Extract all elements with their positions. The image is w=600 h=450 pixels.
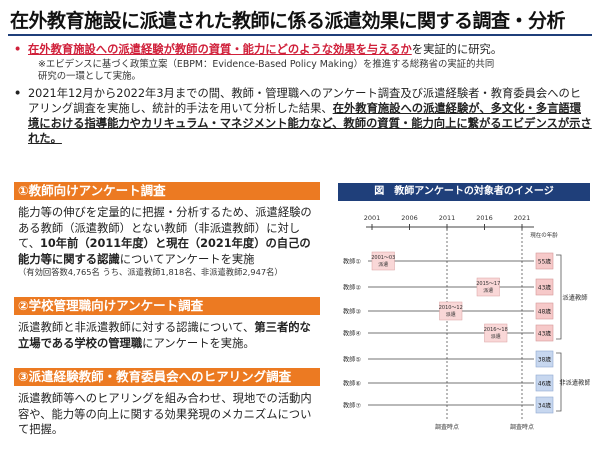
year-label: 2021 (514, 214, 531, 222)
age-value: 48歳 (538, 308, 551, 316)
section-1-text-2: についてアンケートを実施 (119, 252, 255, 266)
section-3-heading: ③派遣経験教師・教育委員会へのヒアリング調査 (14, 368, 320, 386)
section-1-emphasis: 10年前（2011年度）と現在（2021年度）の自己の能力等に関する認識 (18, 237, 311, 266)
dispatch-period-label: 2016～18 (484, 327, 508, 333)
bullet-1-highlight: 在外教育施設への派遣経験が教師の資質・能力にどのような効果を与えるか (28, 43, 412, 56)
note-line-2: 研究の一環として実施。 (38, 71, 141, 82)
survey-label: 調査時点 (435, 423, 459, 431)
nondispatched-group-bracket (556, 352, 562, 412)
dispatch-period-label: 派遣 (491, 333, 501, 340)
dispatch-period-box (371, 251, 395, 271)
age-box (535, 374, 554, 392)
section-2-text: 派遣教師と非派遣教師に対する認識について、 (18, 321, 255, 334)
dispatched-group-bracket (556, 254, 562, 340)
dispatch-period-label: 派遣 (378, 261, 388, 268)
dispatch-period-box (476, 277, 500, 297)
dispatch-period-label: 派遣 (483, 287, 493, 294)
bullet-2-highlight: 在外教育施設への派遣経験が、多文化・多言語環境における指導能力やカリキュラム・マ… (28, 102, 592, 145)
section-1-body: 能力等の伸びを定量的に把握・分析するため、派遣経験のある教師（派遣教師）とない教… (18, 205, 320, 278)
dispatch-period-label: 2001～03 (371, 255, 395, 261)
teacher-label: 教師④ (343, 330, 361, 338)
teacher-label: 教師① (343, 258, 361, 266)
year-label: 2011 (439, 214, 456, 222)
section-3-text: 派遣教師等へのヒアリングを組み合わせ、現地での活動内容や、能力等の向上に関する効… (18, 392, 312, 436)
teacher-label: 教師③ (343, 308, 361, 316)
section-3-body: 派遣教師等へのヒアリングを組み合わせ、現地での活動内容や、能力等の向上に関する効… (18, 391, 320, 438)
title-rule (8, 34, 592, 36)
dispatch-period-label: 2015～17 (476, 281, 500, 287)
bullet-dot: • (14, 87, 22, 100)
age-box (535, 252, 554, 270)
current-age-label: 現在の年齢 (530, 231, 558, 239)
teacher-label: 教師⑥ (343, 380, 361, 388)
section-2-heading: ②学校管理職向けアンケート調査 (14, 297, 320, 315)
age-box (535, 302, 554, 320)
note: ※エビデンスに基づく政策立案（EBPM：Evidence-Based Polic… (14, 59, 592, 83)
age-value: 38歳 (538, 356, 551, 364)
age-value: 43歳 (538, 330, 551, 338)
year-label: 2001 (364, 214, 381, 222)
bullet-dot: • (14, 43, 22, 56)
bullet-1: • 在外教育施設への派遣経験が教師の資質・能力にどのような効果を与えるかを実証的… (14, 42, 592, 57)
figure-title: 図 教師アンケートの対象者のイメージ (338, 183, 590, 201)
dispatch-period-label: 2010～12 (439, 305, 463, 311)
age-box (535, 350, 554, 368)
age-value: 55歳 (538, 258, 551, 266)
section-1-text: 能力等の伸びを定量的に把握・分析するため、派遣経験のある教師（派遣教師）とない教… (18, 206, 312, 250)
section-1-respondents: （有効回答数4,765名 うち、派遣教師1,818名、非派遣教師2,947名） (18, 267, 283, 277)
age-value: 43歳 (538, 284, 551, 292)
bullet-2: • 2021年12月から2022年3月までの間、教師・管理職へのアンケート調査及… (14, 86, 592, 146)
year-label: 2016 (476, 214, 493, 222)
year-label: 2006 (401, 214, 418, 222)
age-box (535, 278, 554, 296)
bullet-2-text: 2021年12月から2022年3月までの間、教師・管理職へのアンケート調査及び派… (28, 87, 582, 115)
nondispatched-group-label: 非派遣教師 (559, 378, 590, 387)
section-2-text-2: にアンケートを実施。 (142, 336, 255, 350)
dispatch-period-label: 派遣 (446, 311, 456, 318)
teacher-label: 教師⑤ (343, 356, 361, 364)
survey-target-figure: 図 教師アンケートの対象者のイメージ 2001 2006 2011 2016 2021 調… (338, 183, 590, 445)
dispatched-group-label: 派遣教師 (562, 293, 588, 302)
note-line-1: ※エビデンスに基づく政策立案（EBPM：Evidence-Based Polic… (38, 59, 495, 70)
page-title: 在外教育施設に派遣された教師に係る派遣効果に関する調査・分析 (10, 10, 566, 32)
age-value: 46歳 (538, 380, 551, 388)
survey-label: 調査時点 (510, 423, 534, 431)
section-2-body: 派遣教師と非派遣教師に対する認識について、第三者的な立場である学校の管理職にアン… (18, 320, 320, 351)
age-box (535, 324, 554, 342)
age-value: 34歳 (538, 402, 551, 410)
section-1-heading: ①教師向けアンケート調査 (14, 182, 320, 200)
age-box (535, 396, 554, 414)
teacher-label: 教師⑦ (343, 402, 361, 410)
dispatch-period-box (439, 301, 463, 321)
section-2-emphasis: 第三者的な立場である学校の管理職 (18, 321, 311, 350)
dispatch-period-box (484, 323, 508, 343)
teacher-label: 教師② (343, 284, 361, 292)
bullet-1-text: を実証的に研究。 (411, 43, 503, 56)
summary-bullets: • 在外教育施設への派遣経験が教師の資質・能力にどのような効果を与えるかを実証的… (14, 42, 592, 148)
